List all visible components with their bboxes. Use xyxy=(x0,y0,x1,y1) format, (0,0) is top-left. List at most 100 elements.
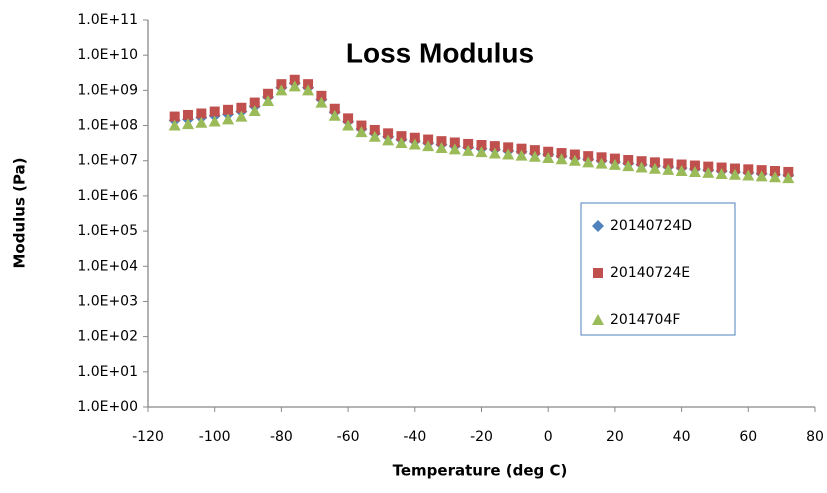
legend-label: 2014704F xyxy=(610,312,680,328)
x-tick-label: -80 xyxy=(270,429,293,445)
data-point xyxy=(476,139,487,150)
data-point xyxy=(596,152,607,163)
data-point xyxy=(248,104,261,116)
data-point xyxy=(396,131,407,142)
data-point xyxy=(288,80,301,92)
y-tick-label: 1.0E+10 xyxy=(77,47,138,63)
data-point xyxy=(223,104,234,115)
data-point xyxy=(276,79,287,90)
data-point xyxy=(475,146,488,158)
chart-title: Loss Modulus xyxy=(346,37,534,68)
x-tick-label: 60 xyxy=(739,429,757,445)
data-point xyxy=(542,151,555,163)
x-axis-label: Temperature (deg C) xyxy=(393,462,568,480)
data-point xyxy=(622,160,635,172)
data-point xyxy=(688,165,701,177)
y-tick-label: 1.0E+02 xyxy=(77,329,138,345)
data-point xyxy=(355,126,368,138)
data-point xyxy=(755,170,768,182)
data-point xyxy=(302,84,315,96)
data-point xyxy=(382,134,395,146)
data-point xyxy=(503,142,514,153)
data-point xyxy=(262,94,275,106)
data-point xyxy=(649,157,660,168)
data-point xyxy=(395,136,408,148)
data-point xyxy=(663,158,674,169)
data-point xyxy=(235,110,248,122)
data-point xyxy=(208,115,221,127)
legend-box xyxy=(580,202,736,336)
data-point xyxy=(488,147,501,159)
data-point xyxy=(449,137,460,148)
x-tick-label: 20 xyxy=(606,429,624,445)
data-point xyxy=(769,166,780,177)
data-point xyxy=(568,154,581,166)
data-point xyxy=(529,145,540,156)
legend-label: 20140724D xyxy=(610,218,692,234)
data-point xyxy=(196,108,207,119)
data-point xyxy=(623,154,634,165)
data-point xyxy=(462,144,475,156)
y-axis-label: Modulus (Pa) xyxy=(11,157,29,268)
data-point xyxy=(728,168,741,180)
x-tick-label: -60 xyxy=(337,429,360,445)
x-tick-label: -120 xyxy=(132,429,164,445)
data-point xyxy=(408,138,421,150)
data-point xyxy=(595,157,608,169)
data-point xyxy=(715,167,728,179)
y-tick-label: 1.0E+03 xyxy=(77,293,138,309)
y-tick-label: 1.0E+00 xyxy=(77,399,138,415)
data-point xyxy=(182,118,195,130)
data-point xyxy=(743,164,754,175)
data-point xyxy=(502,148,515,160)
x-tick-label: -20 xyxy=(470,429,493,445)
data-point xyxy=(303,79,314,90)
data-point xyxy=(676,159,687,170)
data-point xyxy=(423,134,434,145)
data-point xyxy=(263,88,274,99)
x-tick-label: -100 xyxy=(199,429,231,445)
legend-marker xyxy=(592,220,604,232)
data-point xyxy=(209,106,220,117)
data-point xyxy=(463,138,474,149)
data-point xyxy=(635,161,648,173)
data-point xyxy=(316,90,327,101)
data-point xyxy=(328,109,341,121)
data-point xyxy=(329,103,340,114)
data-point xyxy=(729,163,740,174)
legend-marker xyxy=(593,268,603,278)
data-point xyxy=(489,141,500,152)
data-point xyxy=(528,150,541,162)
data-point xyxy=(636,156,647,167)
data-point xyxy=(448,143,461,155)
data-point xyxy=(582,156,595,168)
data-point xyxy=(275,84,288,96)
data-point xyxy=(168,119,181,131)
data-point xyxy=(675,165,688,177)
data-point xyxy=(742,169,755,181)
data-point xyxy=(369,124,380,135)
data-point xyxy=(583,151,594,162)
data-point xyxy=(315,96,328,108)
data-point xyxy=(342,119,355,131)
data-point xyxy=(222,113,235,125)
y-tick-label: 1.0E+09 xyxy=(77,82,138,98)
data-point xyxy=(195,116,208,128)
data-point xyxy=(689,160,700,171)
data-point xyxy=(436,136,447,147)
data-point xyxy=(169,111,180,122)
data-point xyxy=(768,171,781,183)
y-tick-label: 1.0E+04 xyxy=(77,258,138,274)
legend-marker xyxy=(592,314,604,325)
data-point xyxy=(756,165,767,176)
x-tick-label: -40 xyxy=(403,429,426,445)
data-point xyxy=(422,140,435,152)
data-point xyxy=(648,162,661,174)
data-point xyxy=(383,128,394,139)
data-point xyxy=(249,97,260,108)
data-point xyxy=(662,163,675,175)
data-point xyxy=(368,130,381,142)
y-tick-label: 1.0E+06 xyxy=(77,188,138,204)
data-point xyxy=(409,132,420,143)
